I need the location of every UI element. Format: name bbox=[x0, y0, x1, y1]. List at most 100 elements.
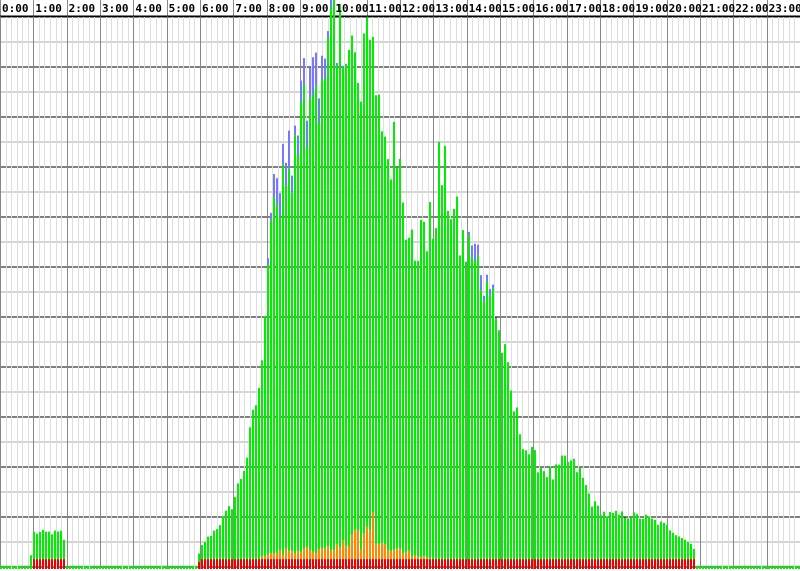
bar-green bbox=[192, 565, 194, 569]
bar-green bbox=[6, 565, 8, 569]
bar-red bbox=[33, 559, 35, 569]
bar-blue bbox=[285, 162, 287, 186]
bar-red bbox=[456, 559, 458, 569]
bar-red bbox=[324, 559, 326, 569]
bar-green bbox=[318, 123, 320, 549]
bar-blue bbox=[294, 125, 296, 136]
bar-red bbox=[579, 559, 581, 569]
bar-green bbox=[78, 565, 80, 569]
bar-orange bbox=[363, 533, 365, 560]
bar-green bbox=[489, 295, 491, 560]
bar-red bbox=[414, 559, 416, 569]
bar-green bbox=[15, 565, 17, 569]
bar-red bbox=[657, 559, 659, 569]
bar-orange bbox=[378, 544, 380, 560]
bar-red bbox=[216, 559, 218, 569]
bar-red bbox=[333, 559, 335, 569]
bar-green bbox=[324, 77, 326, 549]
bar-green bbox=[156, 565, 158, 569]
bar-green bbox=[222, 516, 224, 560]
bar-green bbox=[627, 518, 629, 560]
bar-green bbox=[495, 319, 497, 560]
bar-blue bbox=[339, 3, 341, 6]
bar-blue bbox=[498, 330, 500, 332]
bar-green bbox=[366, 17, 368, 527]
bar-orange bbox=[420, 557, 422, 560]
bar-red bbox=[198, 562, 200, 569]
bar-red bbox=[354, 559, 356, 569]
bar-red bbox=[399, 559, 401, 569]
bar-orange bbox=[303, 548, 305, 560]
bar-green bbox=[705, 565, 707, 569]
bar-green bbox=[459, 255, 461, 560]
bar-green bbox=[369, 39, 371, 531]
bar-orange bbox=[324, 548, 326, 560]
bar-green bbox=[162, 565, 164, 569]
x-tick-label: 8:00 bbox=[269, 2, 296, 15]
bar-green bbox=[198, 553, 200, 563]
bar-green bbox=[30, 555, 32, 569]
bar-red bbox=[660, 559, 662, 569]
bar-red bbox=[357, 559, 359, 569]
bar-orange bbox=[357, 530, 359, 560]
bar-green bbox=[306, 147, 308, 547]
bar-green bbox=[639, 518, 641, 560]
bar-red bbox=[495, 559, 497, 569]
bar-green bbox=[471, 257, 473, 560]
bar-green bbox=[588, 493, 590, 560]
bar-green bbox=[414, 260, 416, 555]
bar-red bbox=[567, 559, 569, 569]
bar-red bbox=[282, 559, 284, 569]
bar-green bbox=[213, 530, 215, 560]
bar-green bbox=[657, 524, 659, 560]
bar-red bbox=[426, 559, 428, 569]
x-tick-label: 22:00 bbox=[735, 2, 768, 15]
bar-green bbox=[36, 533, 38, 560]
bar-green bbox=[60, 530, 62, 560]
bar-orange bbox=[309, 549, 311, 560]
bar-blue bbox=[270, 212, 272, 221]
bar-green bbox=[312, 94, 314, 552]
bar-orange bbox=[369, 530, 371, 560]
bar-red bbox=[690, 559, 692, 569]
bar-green bbox=[270, 220, 272, 554]
bar-orange bbox=[429, 558, 431, 560]
bar-red bbox=[300, 559, 302, 569]
bar-green bbox=[195, 565, 197, 569]
bar-red bbox=[528, 559, 530, 569]
bar-green bbox=[690, 543, 692, 560]
bar-red bbox=[303, 559, 305, 569]
bar-green bbox=[96, 565, 98, 569]
bar-green bbox=[327, 38, 329, 547]
bar-red bbox=[63, 559, 65, 569]
bar-orange bbox=[366, 526, 368, 560]
x-tick-label: 2:00 bbox=[69, 2, 96, 15]
bar-green bbox=[240, 479, 242, 560]
x-tick-label: 14:00 bbox=[469, 2, 502, 15]
bar-green bbox=[519, 434, 521, 560]
bar-blue bbox=[480, 275, 482, 291]
bar-red bbox=[627, 559, 629, 569]
bar-green bbox=[564, 455, 566, 560]
bar-orange bbox=[381, 543, 383, 560]
bar-red bbox=[516, 559, 518, 569]
bar-green bbox=[654, 519, 656, 560]
bar-green bbox=[246, 457, 248, 560]
bar-green bbox=[24, 565, 26, 569]
bar-orange bbox=[399, 548, 401, 560]
bar-red bbox=[327, 559, 329, 569]
bar-red bbox=[471, 559, 473, 569]
bar-green bbox=[243, 470, 245, 560]
bar-red bbox=[411, 559, 413, 569]
bar-green bbox=[513, 411, 515, 560]
bar-green bbox=[135, 565, 137, 569]
bar-green bbox=[180, 565, 182, 569]
bar-red bbox=[606, 559, 608, 569]
bar-green bbox=[375, 95, 377, 544]
bar-green bbox=[483, 301, 485, 560]
bar-green bbox=[579, 467, 581, 560]
bar-red bbox=[330, 559, 332, 569]
bar-red bbox=[444, 559, 446, 569]
bar-red bbox=[207, 559, 209, 569]
bar-green bbox=[45, 531, 47, 560]
